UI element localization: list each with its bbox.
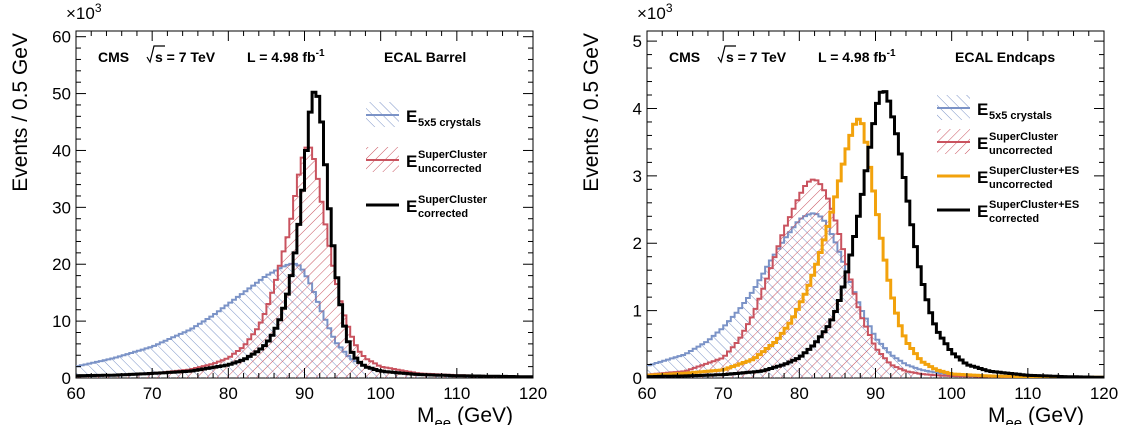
x-tick-label: 80 (790, 384, 809, 403)
legend-label-sub: 5x5 crystals (418, 117, 481, 129)
y-multiplier: ×103 (637, 1, 673, 23)
x-axis-title-sub: ee (1005, 415, 1022, 425)
x-tick-label: 100 (366, 384, 394, 403)
legend-label-main: E (977, 100, 988, 119)
series-line-2 (647, 117, 1104, 378)
energy-value: = 7 TeV (163, 49, 216, 65)
energy-sqrt: s (155, 49, 163, 65)
legend-label-sub: uncorrected (418, 163, 482, 175)
legend-label-sub: uncorrected (989, 145, 1053, 157)
series-hatch-1 (647, 179, 1104, 378)
x-tick-label: 90 (866, 384, 885, 403)
y-tick-label: 2 (633, 234, 642, 253)
lumi-exp: -1 (887, 48, 896, 59)
series-hatch-1 (76, 147, 533, 378)
legend-label-main: E (406, 152, 417, 171)
legend-label-main: E (977, 202, 988, 221)
energy-value: = 7 TeV (734, 49, 787, 65)
region-label: ECAL Endcaps (955, 49, 1055, 65)
x-tick-label: 90 (295, 384, 314, 403)
lumi-prefix: L = 4.98 fb (818, 49, 887, 65)
lumi-prefix: L = 4.98 fb (247, 49, 316, 65)
y-tick-label: 10 (52, 312, 71, 331)
x-tick-label: 110 (1014, 384, 1041, 403)
lumi-label: L = 4.98 fb-1 (818, 48, 896, 65)
x-tick-label: 110 (443, 384, 470, 403)
x-tick-label: 100 (937, 384, 965, 403)
y-axis-title: Events / 0.5 GeV (580, 33, 603, 192)
lumi-exp: -1 (316, 48, 325, 59)
y-tick-label: 5 (633, 32, 642, 51)
legend-label-sub: uncorrected (989, 179, 1053, 191)
y-axis-title: Events / 0.5 GeV (9, 33, 32, 192)
x-tick-label: 70 (714, 384, 733, 403)
y-tick-label: 60 (52, 28, 71, 47)
x-axis-title-unit: (GeV) (451, 404, 513, 425)
legend-label-main: E (977, 168, 988, 187)
y-tick-label: 20 (52, 255, 71, 274)
lumi-label: L = 4.98 fb-1 (247, 48, 325, 65)
chart-panel-left: 60 70 80 90 100 110 120 0 10 20 30 40 50 60 ×103 Events… (9, 1, 547, 425)
y-multiplier: ×103 (66, 1, 102, 23)
legend-label-sup: SuperCluster (418, 194, 488, 206)
energy-label: s = 7 TeV (726, 49, 787, 65)
legend-label-sup: SuperCluster (418, 149, 488, 161)
legend-label-sup: SuperCluster+ES (989, 165, 1079, 177)
x-axis-title-main: M (417, 404, 435, 425)
x-tick-label: 120 (519, 384, 547, 403)
x-axis-title: Mee (GeV) (417, 404, 513, 425)
legend-label-sub: corrected (418, 208, 468, 220)
y-tick-label: 3 (633, 167, 642, 186)
x-axis-title: Mee (GeV) (988, 404, 1084, 425)
y-tick-label: 0 (62, 369, 71, 388)
series-group (76, 90, 533, 378)
y-multiplier-base: ×10 (637, 4, 666, 23)
x-tick-label: 80 (219, 384, 238, 403)
x-tick-label: 60 (638, 384, 657, 403)
experiment-label: CMS (669, 49, 700, 65)
energy-sqrt: s (726, 49, 734, 65)
x-tick-label: 70 (143, 384, 162, 403)
legend-label-sub: corrected (989, 213, 1039, 225)
legend-label-main: E (406, 197, 417, 216)
y-multiplier-exp: 3 (666, 1, 673, 15)
x-axis-title-sub: ee (434, 415, 451, 425)
y-tick-label: 40 (52, 141, 71, 160)
y-tick-label: 1 (633, 302, 642, 321)
y-multiplier-base: ×10 (66, 4, 95, 23)
y-tick-label: 30 (52, 198, 71, 217)
x-tick-label: 120 (1090, 384, 1118, 403)
series-line-2 (76, 90, 533, 378)
y-tick-label: 4 (633, 99, 642, 118)
x-tick-label: 60 (67, 384, 86, 403)
y-tick-label: 50 (52, 85, 71, 104)
sqrt-icon (146, 45, 165, 64)
y-tick-label: 0 (633, 369, 642, 388)
region-label: ECAL Barrel (384, 49, 466, 65)
x-axis-title-main: M (988, 404, 1006, 425)
series-line-3 (647, 90, 1104, 378)
legend-label-sub: 5x5 crystals (989, 110, 1052, 122)
legend-label-main: E (406, 107, 417, 126)
legend-label-main: E (977, 134, 988, 153)
legend-label-sup: SuperCluster (989, 131, 1059, 143)
legend-label-sup: SuperCluster+ES (989, 199, 1079, 211)
energy-label: s = 7 TeV (155, 49, 216, 65)
series-group (647, 90, 1104, 378)
sqrt-icon (717, 45, 736, 64)
x-axis-title-unit: (GeV) (1022, 404, 1084, 425)
experiment-label: CMS (98, 49, 129, 65)
y-multiplier-exp: 3 (95, 1, 102, 15)
